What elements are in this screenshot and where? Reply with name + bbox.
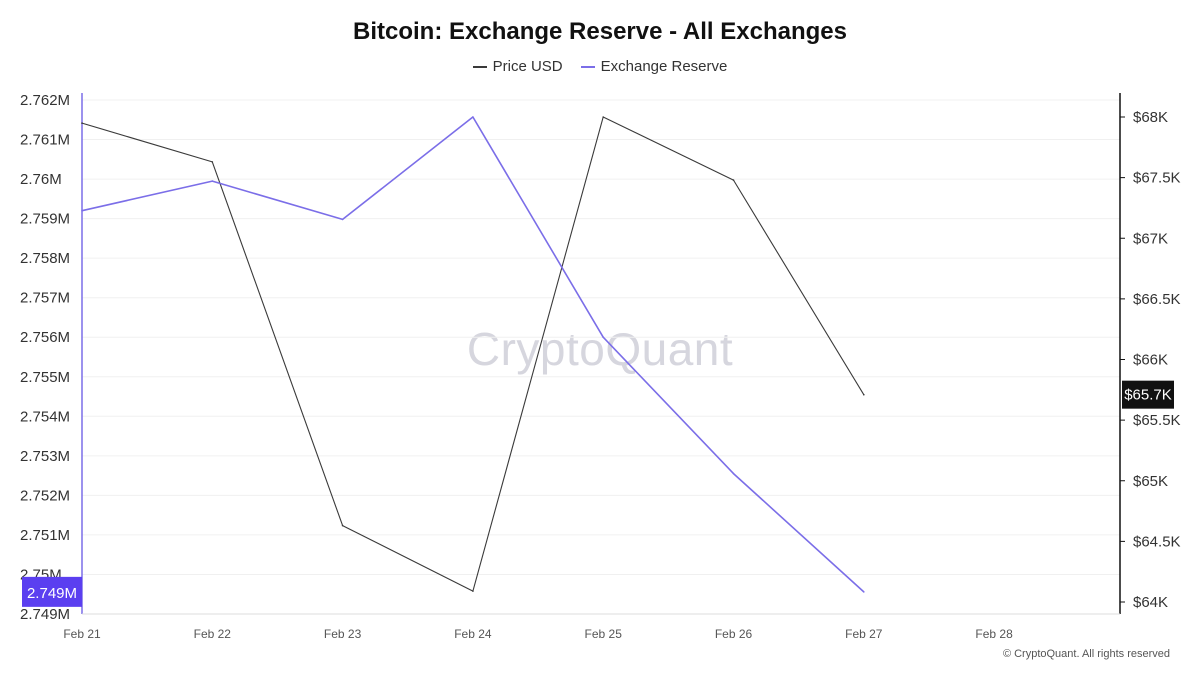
- y-right-tick-label: $68K: [1133, 109, 1168, 126]
- y-right-tick-label: $65K: [1133, 473, 1168, 490]
- y-left-tick-label: 2.759M: [20, 211, 70, 228]
- price-point: [81, 122, 83, 124]
- y-left-tick-label: 2.762M: [20, 92, 70, 109]
- left-current-badge: [22, 576, 82, 607]
- reserve-point: [472, 116, 474, 118]
- x-tick-label: Feb 22: [194, 627, 232, 641]
- x-tick-label: Feb 27: [845, 627, 883, 641]
- y-left-tick-label: 2.751M: [20, 527, 70, 544]
- price-line: [81, 116, 865, 592]
- chart-title: Bitcoin: Exchange Reserve - All Exchange…: [353, 18, 847, 45]
- x-tick-label: Feb 24: [454, 627, 492, 641]
- y-right-tick-label: $65.5K: [1133, 412, 1181, 429]
- left-current-label: 2.749M: [27, 585, 77, 602]
- y-right-tick-label: $67.5K: [1133, 170, 1181, 187]
- price-point: [472, 590, 474, 592]
- legend-label-price: Price USD: [492, 58, 563, 75]
- y-left-tick-label: 2.752M: [20, 487, 70, 504]
- y-left-tick-label: 2.753M: [20, 448, 70, 465]
- y-left-tick-label: 2.755M: [20, 369, 70, 386]
- copyright-text: © CryptoQuant. All rights reserved: [1002, 648, 1170, 660]
- y-right-tick-label: $66K: [1133, 352, 1168, 369]
- x-tick-label: Feb 28: [975, 627, 1013, 641]
- y-left-tick-label: 2.758M: [20, 250, 70, 267]
- reserve-point: [341, 218, 344, 221]
- reserve-point: [81, 209, 83, 212]
- price-point: [602, 116, 604, 118]
- reserve-point: [863, 591, 865, 593]
- x-tick-label: Feb 25: [585, 627, 623, 641]
- y-left-tick-label: 2.749M: [20, 606, 70, 623]
- chart-legend: Price USD Exchange Reserve: [0, 58, 1200, 75]
- x-tick-label: Feb 23: [324, 627, 362, 641]
- legend-item-price[interactable]: Price USD: [472, 58, 563, 75]
- legend-swatch-price: [472, 65, 487, 68]
- reserve-point: [732, 472, 735, 475]
- y-left-tick-label: 2.754M: [20, 408, 70, 425]
- legend-item-reserve[interactable]: Exchange Reserve: [580, 58, 728, 75]
- x-tick-label: Feb 21: [63, 627, 101, 641]
- right-current-label: $65.7K: [1124, 387, 1172, 404]
- y-right-tick-label: $64.5K: [1133, 533, 1181, 550]
- reserve-line: [81, 116, 865, 593]
- y-right-tick-label: $66.5K: [1133, 291, 1181, 308]
- y-left-tick-label: 2.761M: [20, 132, 70, 149]
- y-left-tick-label: 2.757M: [20, 290, 70, 307]
- price-point: [863, 393, 865, 396]
- y-right-tick-label: $64K: [1133, 594, 1168, 611]
- price-point: [341, 524, 344, 527]
- legend-label-reserve: Exchange Reserve: [600, 58, 728, 75]
- y-right-tick-label: $67K: [1133, 230, 1168, 247]
- price-point: [732, 179, 735, 181]
- legend-swatch-reserve: [580, 65, 595, 68]
- y-left-tick-label: 2.756M: [20, 329, 70, 346]
- y-left-tick-label: 2.76M: [20, 171, 62, 188]
- reserve-point: [602, 336, 604, 339]
- x-tick-label: Feb 26: [715, 627, 753, 641]
- price-point: [211, 161, 214, 163]
- reserve-point: [211, 180, 214, 182]
- right-current-badge: [1122, 380, 1174, 409]
